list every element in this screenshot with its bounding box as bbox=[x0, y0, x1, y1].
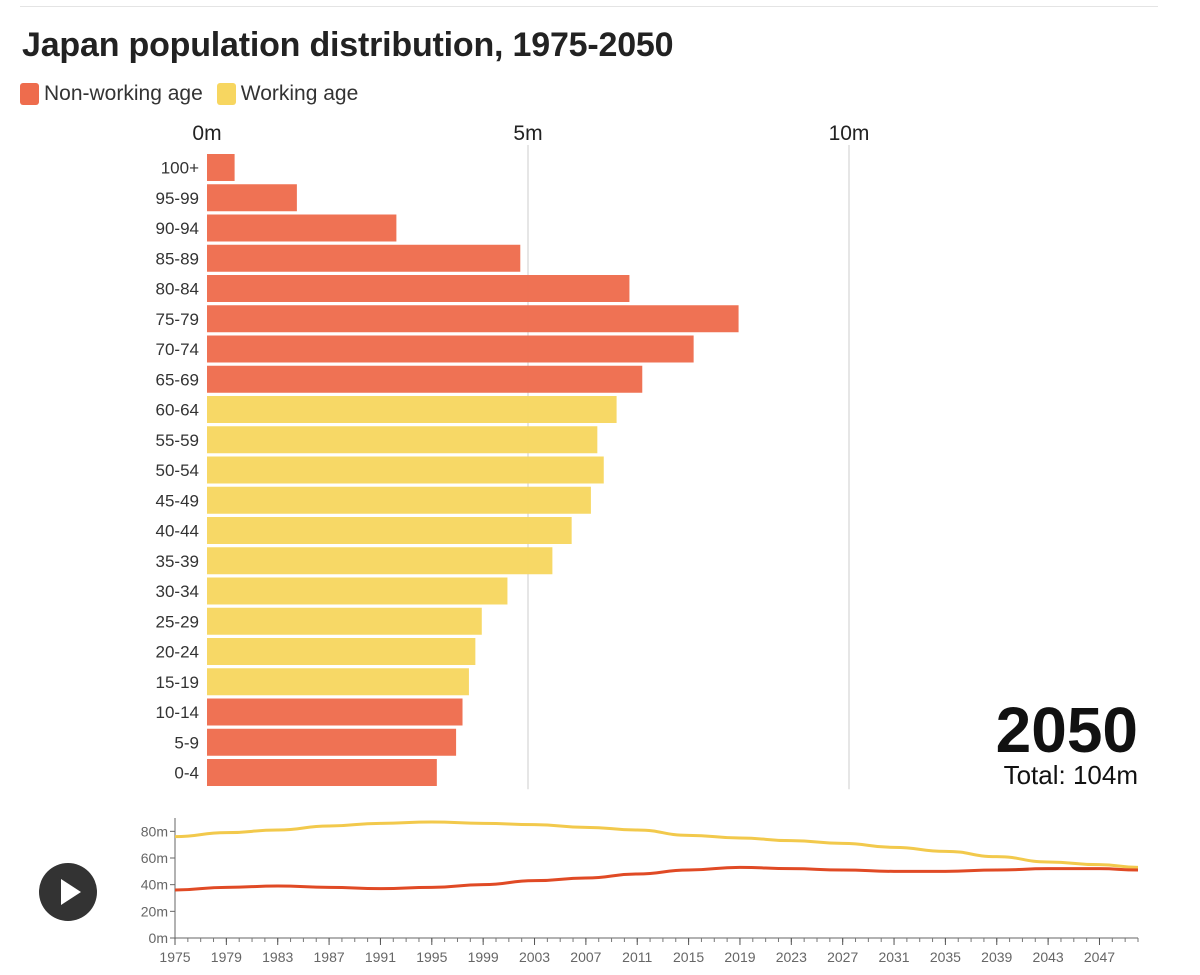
bar-65-69[interactable] bbox=[207, 365, 643, 393]
legend-swatch-working bbox=[216, 83, 236, 105]
x-tick-label: 2027 bbox=[827, 949, 858, 965]
x-tick-label: 1991 bbox=[365, 949, 396, 965]
bar-40-44[interactable] bbox=[207, 517, 572, 544]
bar-0-4[interactable] bbox=[207, 759, 437, 786]
category-label: 30-34 bbox=[156, 582, 199, 601]
bar-80-84[interactable] bbox=[207, 275, 630, 302]
category-label: 20-24 bbox=[156, 643, 199, 662]
bar-55-59[interactable] bbox=[207, 426, 598, 454]
category-label: 25-29 bbox=[156, 612, 199, 631]
x-tick-label: 2031 bbox=[878, 949, 909, 965]
x-tick-label: 2011 bbox=[622, 949, 652, 965]
x-tick-label: 10m bbox=[829, 122, 870, 145]
x-tick-label: 1995 bbox=[416, 949, 447, 965]
x-tick-label: 2043 bbox=[1033, 949, 1064, 965]
category-label: 50-54 bbox=[156, 461, 199, 480]
x-tick-label: 1975 bbox=[159, 949, 190, 965]
category-label: 55-59 bbox=[156, 431, 199, 450]
y-tick-label: 80m bbox=[141, 823, 168, 839]
bar-60-64[interactable] bbox=[207, 396, 617, 423]
bar-25-29[interactable] bbox=[207, 607, 482, 635]
legend-item-non-working[interactable]: Non-working age bbox=[20, 82, 203, 106]
x-tick-label: 2015 bbox=[673, 949, 704, 965]
category-label: 70-74 bbox=[156, 340, 199, 359]
year-label: 2050 bbox=[995, 694, 1138, 766]
bar-95-99[interactable] bbox=[207, 184, 297, 212]
bar-20-24[interactable] bbox=[207, 638, 476, 665]
x-tick-label: 2039 bbox=[981, 949, 1012, 965]
category-label: 90-94 bbox=[156, 219, 199, 238]
category-label: 40-44 bbox=[156, 522, 199, 541]
bar-85-89[interactable] bbox=[207, 244, 521, 272]
x-tick-label: 2007 bbox=[570, 949, 601, 965]
bar-10-14[interactable] bbox=[207, 698, 463, 726]
category-label: 95-99 bbox=[156, 189, 199, 208]
x-tick-label: 1999 bbox=[468, 949, 499, 965]
bar-45-49[interactable] bbox=[207, 486, 591, 514]
bar-50-54[interactable] bbox=[207, 456, 604, 484]
y-tick-label: 0m bbox=[149, 930, 168, 946]
legend-item-working[interactable]: Working age bbox=[216, 82, 359, 106]
bar-35-39[interactable] bbox=[207, 547, 553, 575]
category-label: 0-4 bbox=[174, 764, 199, 783]
category-label: 65-69 bbox=[156, 370, 199, 389]
bar-75-79[interactable] bbox=[207, 305, 739, 333]
x-tick-label: 1979 bbox=[211, 949, 242, 965]
play-button[interactable] bbox=[39, 863, 97, 921]
legend-swatch-non-working bbox=[20, 83, 39, 105]
x-tick-label: 2035 bbox=[930, 949, 961, 965]
category-label: 15-19 bbox=[156, 673, 199, 692]
x-tick-label: 2047 bbox=[1084, 949, 1115, 965]
bar-30-34[interactable] bbox=[207, 577, 508, 605]
y-tick-label: 60m bbox=[141, 850, 168, 866]
bar-100+[interactable] bbox=[207, 154, 235, 181]
x-tick-label: 2003 bbox=[519, 949, 550, 965]
x-tick-label: 1987 bbox=[314, 949, 345, 965]
x-tick-label: 2019 bbox=[724, 949, 755, 965]
top-divider bbox=[20, 6, 1158, 7]
x-tick-label: 1983 bbox=[262, 949, 293, 965]
bar-5-9[interactable] bbox=[207, 728, 457, 756]
bar-90-94[interactable] bbox=[207, 214, 397, 242]
bar-70-74[interactable] bbox=[207, 335, 694, 363]
population-bar-chart: 0m 5m 10m 100+ 95-99 90-94 85-89 80-84 75-79 70-7… bbox=[156, 122, 870, 790]
y-tick-label: 20m bbox=[141, 903, 168, 919]
category-label: 35-39 bbox=[156, 552, 199, 571]
bar-15-19[interactable] bbox=[207, 668, 469, 696]
line-series-non-working-age bbox=[174, 865, 1139, 892]
x-tick-label: 0m bbox=[192, 122, 221, 145]
chart-title: Japan population distribution, 1975-2050 bbox=[22, 26, 674, 64]
category-label: 10-14 bbox=[156, 703, 199, 722]
category-label: 85-89 bbox=[156, 249, 199, 268]
line-series-working-age bbox=[174, 820, 1139, 869]
x-tick-label: 5m bbox=[513, 122, 542, 145]
total-label: Total: 104m bbox=[1003, 760, 1138, 790]
play-icon bbox=[61, 879, 81, 905]
category-label: 5-9 bbox=[174, 733, 199, 752]
category-label: 60-64 bbox=[156, 401, 199, 420]
category-label: 80-84 bbox=[156, 280, 199, 299]
legend-label-non-working: Non-working age bbox=[44, 82, 203, 105]
category-label: 75-79 bbox=[156, 310, 199, 329]
legend: Non-working age Working age bbox=[20, 82, 372, 106]
category-label: 45-49 bbox=[156, 491, 199, 510]
y-tick-label: 40m bbox=[141, 877, 168, 893]
x-tick-label: 2023 bbox=[776, 949, 807, 965]
legend-label-working: Working age bbox=[240, 82, 359, 105]
category-label: 100+ bbox=[161, 159, 199, 178]
